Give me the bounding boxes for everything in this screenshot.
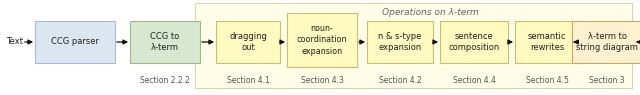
FancyBboxPatch shape bbox=[287, 13, 357, 67]
Text: Section 4.1: Section 4.1 bbox=[227, 76, 269, 85]
FancyBboxPatch shape bbox=[367, 21, 433, 63]
Text: semantic
rewrites: semantic rewrites bbox=[528, 32, 566, 52]
Text: CCG to
λ-term: CCG to λ-term bbox=[150, 32, 180, 52]
FancyBboxPatch shape bbox=[216, 21, 280, 63]
FancyBboxPatch shape bbox=[515, 21, 579, 63]
Text: Section 3: Section 3 bbox=[589, 76, 625, 85]
Text: sentence
composition: sentence composition bbox=[449, 32, 500, 52]
Text: Section 2.2.2: Section 2.2.2 bbox=[140, 76, 190, 85]
Text: Operations on λ-term: Operations on λ-term bbox=[381, 8, 478, 17]
FancyBboxPatch shape bbox=[35, 21, 115, 63]
Text: Section 4.2: Section 4.2 bbox=[379, 76, 421, 85]
Text: dragging
out: dragging out bbox=[229, 32, 267, 52]
Text: λ-term to
string diagram: λ-term to string diagram bbox=[576, 32, 638, 52]
FancyBboxPatch shape bbox=[572, 21, 640, 63]
Bar bbox=[195, 3, 632, 88]
Text: Section 4.5: Section 4.5 bbox=[525, 76, 568, 85]
Text: Section 4.4: Section 4.4 bbox=[452, 76, 495, 85]
Text: n & s-type
expansion: n & s-type expansion bbox=[378, 32, 422, 52]
Text: Section 4.3: Section 4.3 bbox=[301, 76, 344, 85]
FancyBboxPatch shape bbox=[130, 21, 200, 63]
FancyBboxPatch shape bbox=[440, 21, 508, 63]
Text: noun-
coordination
expansion: noun- coordination expansion bbox=[297, 24, 348, 56]
Text: CCG parser: CCG parser bbox=[51, 38, 99, 46]
Text: Text: Text bbox=[6, 38, 23, 46]
